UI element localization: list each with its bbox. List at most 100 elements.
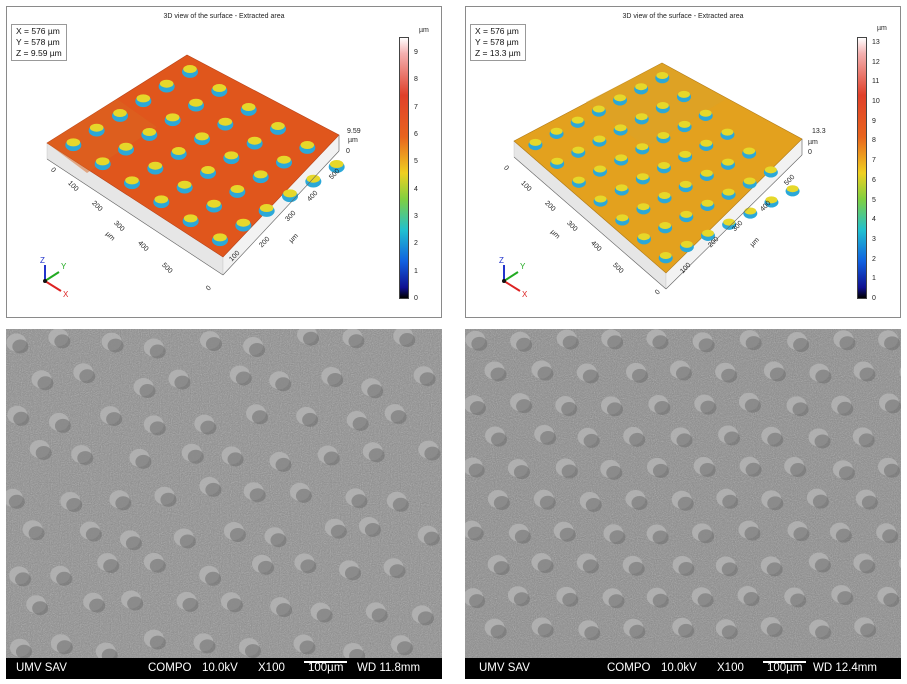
surface-bump-top [744, 207, 757, 215]
dimple-shadow [745, 336, 762, 351]
dimple-shadow [812, 494, 829, 509]
surface-bump-top [236, 218, 251, 227]
colorbar-tick-label: 3 [872, 235, 876, 243]
dimple-shadow [367, 384, 384, 399]
surface-bump-top [230, 185, 245, 194]
dimple-shadow [609, 530, 626, 545]
surface-bump-top [743, 177, 756, 185]
surface-bump-top [679, 180, 692, 188]
sem-wd: WD 12.4mm [813, 662, 877, 674]
surface-bump-top [614, 124, 627, 132]
dimple-shadow [793, 527, 810, 542]
orientation-triad [43, 265, 62, 292]
dimple [899, 558, 901, 569]
surface-bump-top [638, 233, 650, 241]
dimple-shadow [860, 623, 877, 638]
surface-bump-top [259, 204, 274, 213]
dimple-shadow [490, 624, 507, 639]
dimple-shadow [882, 529, 899, 544]
dimple-shadow [299, 640, 316, 655]
sem-mode: COMPO [607, 662, 651, 674]
dimple-shadow [37, 376, 54, 391]
dimple-shadow [697, 593, 714, 608]
surface-bump-top [551, 157, 564, 165]
readout-x: X = 576 µm [16, 26, 60, 36]
dimple-shadow [559, 527, 576, 542]
dimple-shadow [149, 635, 166, 650]
dimple-shadow [839, 336, 856, 351]
readout-z: Z = 9.59 µm [16, 48, 62, 58]
sem-magnification: X100 [258, 662, 285, 674]
colorbar-tick-label: 1 [414, 267, 418, 275]
sem-institution: UMV SAV [479, 662, 530, 674]
colorbar-tick-label: 4 [872, 216, 876, 224]
surface-bump-top [656, 72, 669, 80]
dimple-shadow [628, 561, 645, 576]
dimple-shadow [392, 497, 409, 512]
dimple-shadow [793, 338, 810, 353]
sem-institution: UMV SAV [16, 662, 67, 674]
surface-bump-top [637, 203, 650, 211]
surface-bump-top [700, 139, 713, 147]
surface-bump-top [659, 222, 672, 230]
surface-bump-top [165, 113, 180, 122]
dimple-shadow [837, 401, 854, 416]
sem-image-right: UMV SAV COMPO 10.0kV X100 100µm WD 12.4m… [465, 329, 901, 679]
surface-bump-top [300, 141, 315, 150]
dimple-shadow [814, 434, 831, 449]
dimple-pattern [465, 329, 901, 641]
colorbar-tick-label: 1 [872, 275, 876, 283]
dimple-shadow [199, 639, 216, 654]
sem-magnification: X100 [717, 662, 744, 674]
dimple-shadow [606, 465, 623, 480]
dimple-shadow [677, 496, 694, 511]
dimple-shadow [814, 558, 831, 573]
surface-bump-top [550, 127, 563, 135]
colorbar-tick-label: 7 [414, 103, 418, 111]
dimple-shadow [540, 430, 557, 445]
dimple-shadow [583, 433, 600, 448]
sem-scale: 100µm [767, 662, 803, 674]
dimple-shadow [607, 335, 624, 350]
dimple-shadow [652, 530, 669, 545]
dimple-shadow [364, 522, 381, 537]
dimple-shadow [302, 412, 319, 427]
dimple-shadow [606, 402, 623, 417]
surface-bump-top [529, 138, 542, 146]
surface-bump-top [125, 176, 139, 185]
colorbar [399, 37, 409, 299]
readout-y: Y = 578 µm [475, 37, 519, 47]
surface-3d-plot [513, 62, 803, 290]
dimple-shadow [884, 336, 901, 351]
dimple-shadow [12, 339, 29, 354]
colorbar-tick-label: 2 [414, 240, 418, 248]
dimple-shadow [744, 526, 761, 541]
dimple-shadow [106, 412, 123, 427]
dimple-shadow [562, 592, 579, 607]
dimple-shadow [859, 367, 876, 382]
dimple-shadow [884, 399, 901, 414]
surface-bump-top [657, 132, 670, 140]
zero-label: 0 [346, 148, 350, 155]
dimple-shadow [743, 592, 760, 607]
sem-image-left: UMV SAV COMPO 10.0kV X100 100µm WD 11.8m… [6, 329, 442, 679]
triad-x: X [522, 290, 528, 299]
dimple-shadow [835, 528, 852, 543]
sem-mode: COMPO [148, 662, 192, 674]
dimple-pattern [6, 329, 441, 663]
surface-bump-top [154, 195, 169, 204]
coordinate-readout: X = 576 µm Y = 578 µm Z = 9.59 µm [11, 24, 67, 61]
dimple-shadow [139, 384, 156, 399]
dimple-shadow [127, 596, 144, 611]
dimple-shadow [539, 495, 556, 510]
colorbar-tick-label: 11 [872, 78, 880, 86]
dimple-shadow [678, 561, 695, 576]
dimple-shadow [205, 482, 222, 497]
dimple-shadow [675, 366, 692, 381]
surface-bump-top [743, 147, 756, 155]
surface-bump-top [680, 240, 693, 248]
colorbar-tick-label: 8 [414, 76, 418, 84]
dimple-shadow [226, 598, 243, 613]
dimple-shadow [652, 335, 669, 350]
colorbar-tick-label: 3 [414, 213, 418, 221]
